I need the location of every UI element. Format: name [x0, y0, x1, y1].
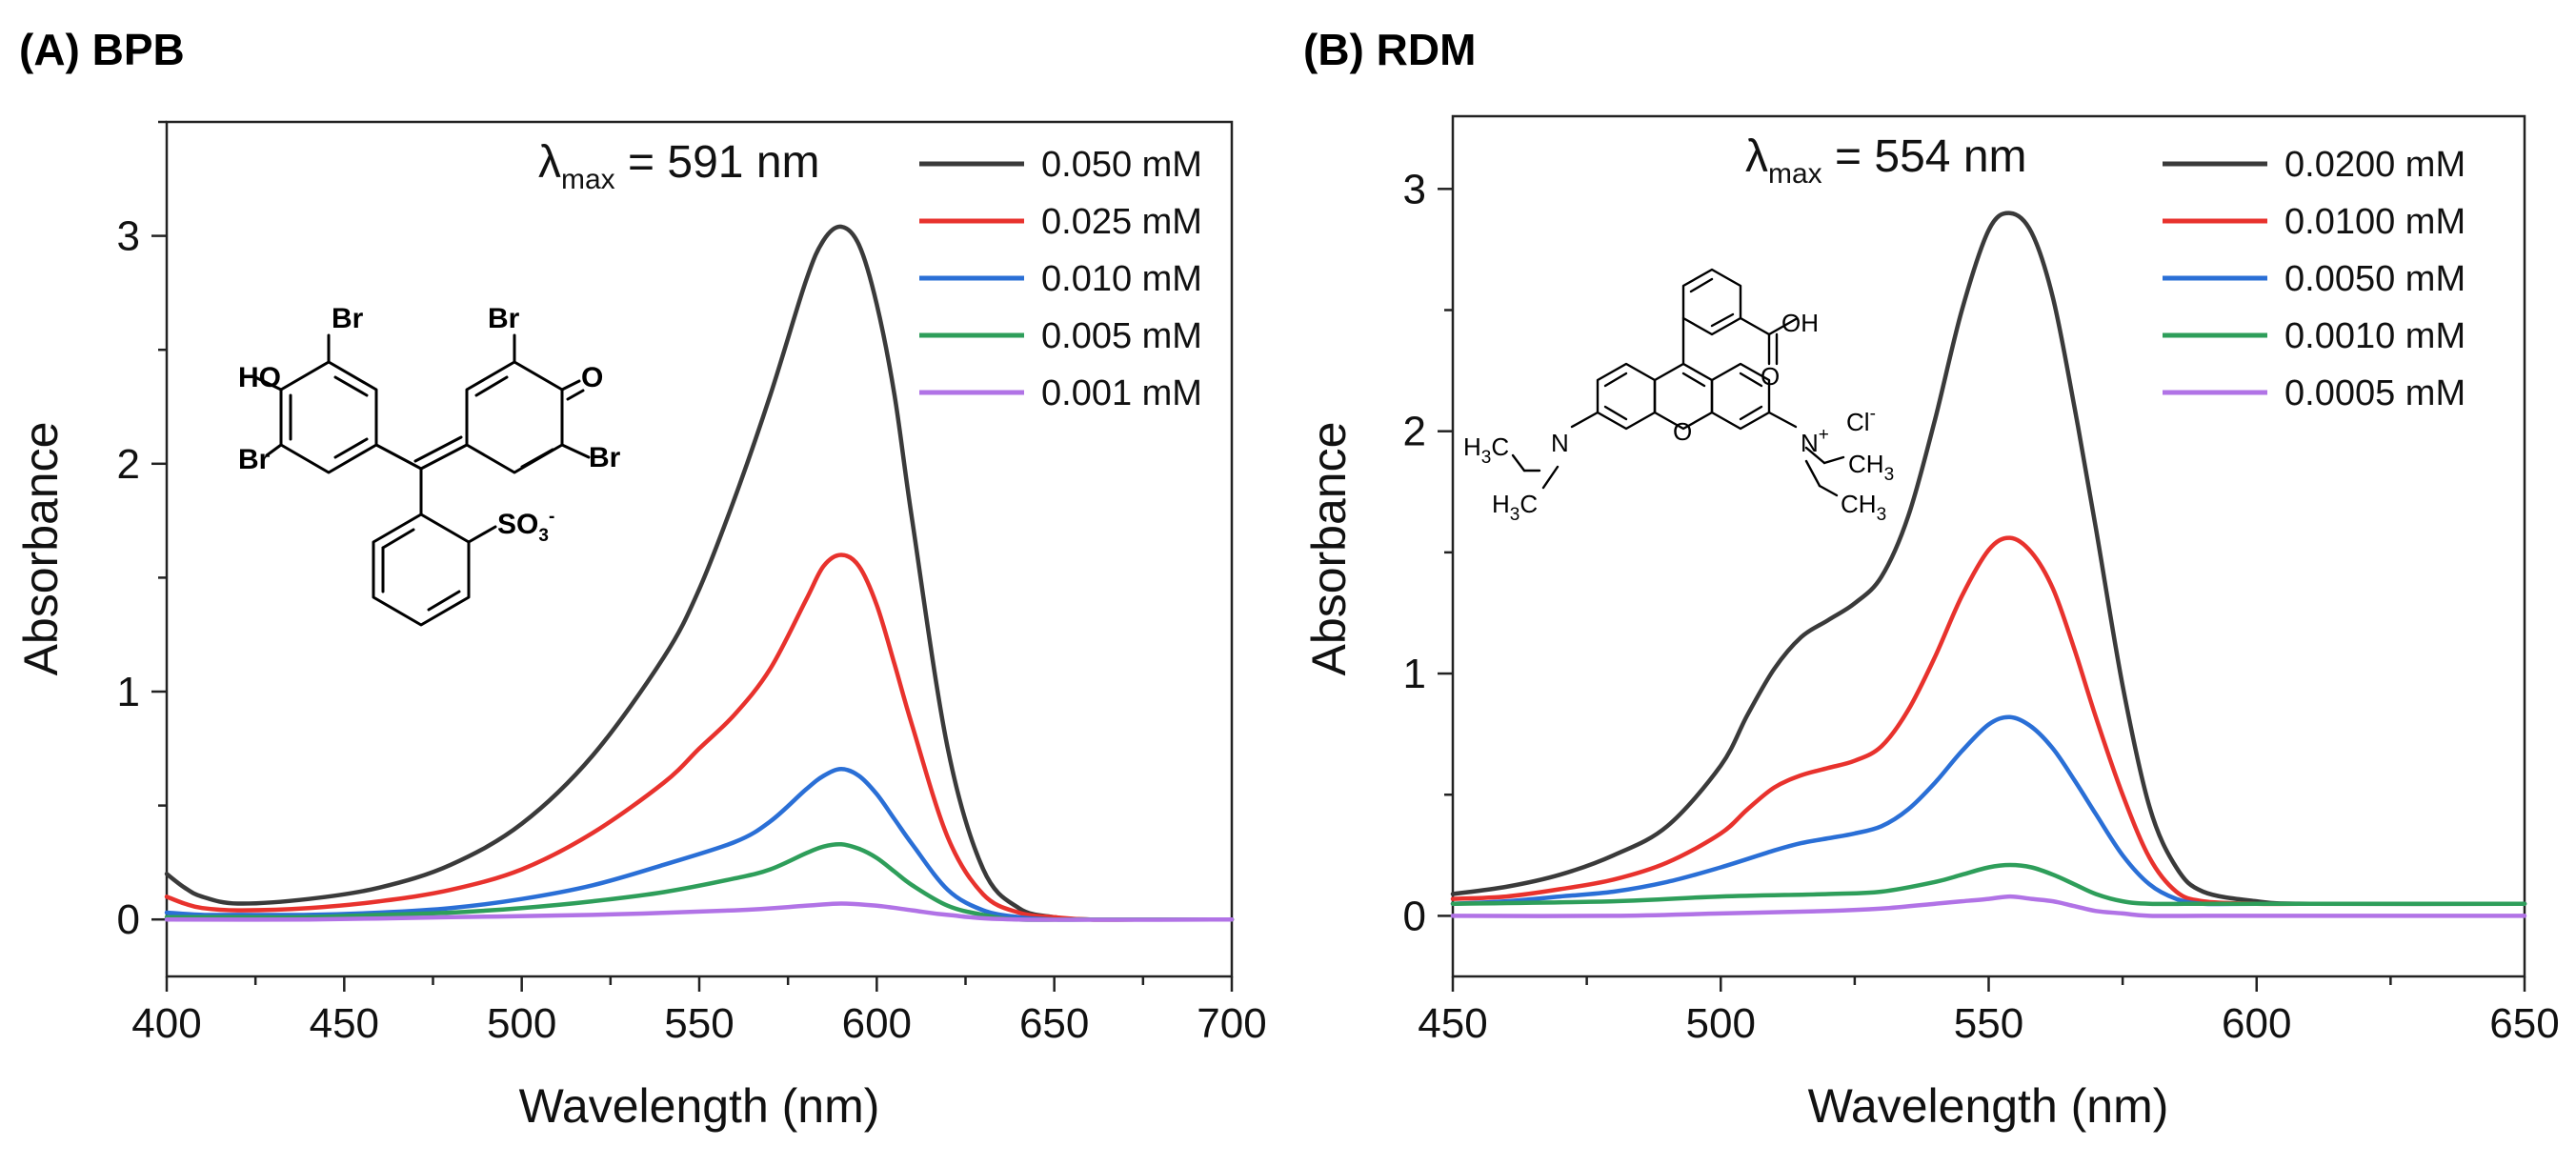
- x-tick-label: 450: [1418, 1000, 1487, 1047]
- y-tick-label: 0: [1403, 893, 1426, 939]
- y-tick-label: 2: [117, 441, 140, 488]
- panel-b-lambda-max-annotation: λmax = 554 nm: [1745, 131, 2027, 190]
- y-tick-label: 0: [117, 896, 140, 943]
- panel-b-y-ticks: 0 1 2 3: [1403, 166, 1453, 939]
- legend-label-4: 0.005 mM: [1041, 316, 1202, 356]
- panel-b-lambda-subscript: max: [1768, 158, 1822, 190]
- x-tick-label: 450: [310, 1000, 379, 1047]
- bpb-atom-ho: HO: [238, 362, 281, 393]
- bpb-atom-br-4: Br: [589, 442, 621, 473]
- panel-b: (B) RDM 450 500 550 600 650 0 1 2 3 Wavelength …: [1302, 25, 2560, 1133]
- bpb-group-so3: SO3-: [497, 507, 554, 546]
- rdm-group-h3c-1: H3C: [1463, 432, 1509, 468]
- panel-a-legend: 0.050 mM 0.025 mM 0.010 mM 0.005 mM 0.001 mM: [919, 145, 1202, 413]
- rdm-atom-oh: OH: [1781, 309, 1819, 337]
- x-tick-label: 650: [2489, 1000, 2559, 1047]
- series-line-5: [1450, 894, 2527, 918]
- panel-a-lambda-max-annotation: λmax = 591 nm: [538, 137, 820, 195]
- panel-a-label: (A) BPB: [19, 25, 185, 74]
- y-tick-label: 1: [1403, 651, 1426, 697]
- rdm-atom-o-carbonyl: O: [1761, 362, 1780, 391]
- series-line-5: [164, 901, 1235, 922]
- panel-a-lambda-value: = 591 nm: [615, 137, 820, 188]
- legend-label-1: 0.0200 mM: [2284, 145, 2465, 185]
- x-tick-label: 600: [842, 1000, 912, 1047]
- x-tick-label: 550: [1954, 1000, 2023, 1047]
- x-tick-label: 500: [487, 1000, 556, 1047]
- panel-a-y-ticks: 0 1 2 3: [117, 120, 167, 943]
- x-tick-label: 550: [664, 1000, 734, 1047]
- bpb-atom-br-3: Br: [488, 303, 520, 334]
- rhodamine-b-structure: OH O O N N+ Cl- H3C H3C CH3 CH3: [1463, 268, 1894, 525]
- x-tick-label: 650: [1019, 1000, 1089, 1047]
- series-line-3: [1450, 714, 2527, 907]
- legend-label-5: 0.0005 mM: [2284, 373, 2465, 413]
- y-tick-label: 2: [1403, 409, 1426, 455]
- y-tick-label: 3: [117, 213, 140, 260]
- y-tick-label: 1: [117, 669, 140, 715]
- rdm-atom-o-ring: O: [1673, 417, 1692, 446]
- bpb-atom-br-2: Br: [238, 444, 271, 475]
- panel-a-x-axis-title: Wavelength (nm): [519, 1079, 880, 1133]
- rdm-group-ch3-1: CH3: [1848, 450, 1894, 485]
- legend-label-2: 0.0100 mM: [2284, 202, 2465, 242]
- panel-b-lambda-symbol: λ: [1745, 131, 1768, 182]
- rdm-atom-n-right: N+: [1801, 425, 1829, 457]
- x-tick-label: 700: [1197, 1000, 1266, 1047]
- x-tick-label: 400: [131, 1000, 201, 1047]
- rdm-group-h3c-2: H3C: [1492, 490, 1538, 525]
- panel-a-plot-frame: [165, 120, 1234, 978]
- x-tick-label: 500: [1686, 1000, 1756, 1047]
- panel-b-x-ticks: 450 500 550 600 650: [1418, 976, 2560, 1047]
- series-line-2: [164, 553, 1235, 922]
- panel-a-series-group: [164, 224, 1235, 922]
- rdm-atom-n-left: N: [1551, 429, 1569, 457]
- bromophenol-blue-structure: Br HO Br Br O Br SO3-: [238, 303, 621, 627]
- series-line-1: [164, 224, 1235, 922]
- series-line-4: [1450, 862, 2527, 907]
- series-line-4: [164, 841, 1235, 922]
- panel-a-y-axis-title: Absorbance: [14, 422, 68, 676]
- legend-label-1: 0.050 mM: [1041, 145, 1202, 185]
- panel-a-x-ticks: 400 450 500 550 600 650 700: [131, 976, 1267, 1047]
- x-tick-label: 600: [2222, 1000, 2291, 1047]
- bpb-atom-o: O: [581, 362, 603, 393]
- bpb-atom-br-1: Br: [332, 303, 364, 334]
- panel-a-lambda-symbol: λ: [538, 137, 561, 188]
- series-line-3: [164, 767, 1235, 922]
- series-line-1: [1450, 211, 2527, 907]
- rdm-group-ch3-2: CH3: [1841, 490, 1886, 525]
- panel-b-legend: 0.0200 mM 0.0100 mM 0.0050 mM 0.0010 mM 0.00…: [2163, 145, 2465, 413]
- panel-b-series-group: [1450, 211, 2527, 918]
- series-line-2: [1450, 535, 2527, 907]
- panel-a: (A) BPB 400 450 500 550 600 650 700 0 1 2 3 Wavel…: [14, 25, 1267, 1133]
- rdm-counterion-cl: Cl-: [1846, 404, 1876, 436]
- legend-label-3: 0.0050 mM: [2284, 259, 2465, 299]
- panel-b-lambda-value: = 554 nm: [1822, 131, 2027, 182]
- panel-b-plot-frame: [1451, 114, 2526, 978]
- legend-label-2: 0.025 mM: [1041, 202, 1202, 242]
- legend-label-4: 0.0010 mM: [2284, 316, 2465, 356]
- panel-b-y-axis-title: Absorbance: [1302, 422, 1356, 676]
- panel-b-label: (B) RDM: [1303, 25, 1476, 74]
- panel-b-x-axis-title: Wavelength (nm): [1808, 1079, 2169, 1133]
- legend-label-3: 0.010 mM: [1041, 259, 1202, 299]
- panel-a-lambda-subscript: max: [561, 164, 615, 195]
- y-tick-label: 3: [1403, 166, 1426, 212]
- legend-label-5: 0.001 mM: [1041, 373, 1202, 413]
